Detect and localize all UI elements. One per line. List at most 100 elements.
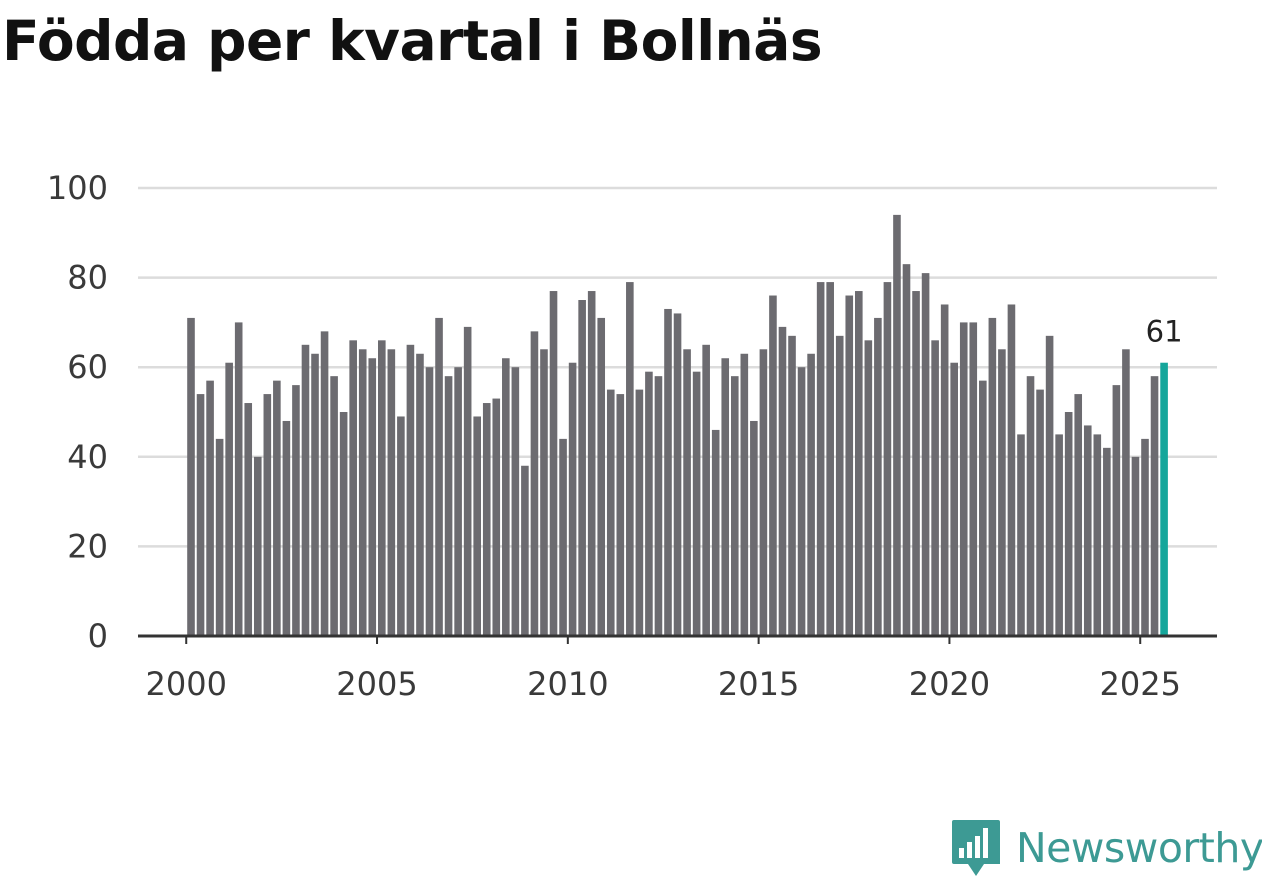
bar-2000-q1: [187, 317, 195, 636]
bar-2010-q2: [578, 300, 586, 636]
bar-2025-q1: [1141, 438, 1149, 636]
bar-2003-q3: [320, 331, 329, 636]
bar-2012-q3: [664, 308, 672, 636]
bar-2002-q2: [273, 380, 281, 636]
bar-2001-q4: [253, 456, 262, 636]
bar-2012-q4: [673, 313, 682, 636]
y-tick-label-60: 60: [67, 348, 108, 386]
bar-2017-q4: [864, 340, 873, 636]
bar-2002-q4: [292, 385, 300, 636]
newsworthy-logo-icon: [952, 820, 1000, 876]
bar-2018-q1: [874, 317, 882, 636]
bar-2008-q1: [492, 398, 501, 636]
bar-2022-q4: [1055, 434, 1063, 636]
bar-2004-q2: [349, 340, 357, 636]
bar-2010-q4: [597, 317, 606, 636]
last-value-label: 61: [1146, 315, 1183, 349]
bar-2024-q3: [1122, 349, 1130, 636]
bar-2016-q2: [807, 353, 815, 636]
bar-2008-q4: [521, 465, 529, 636]
bar-2014-q3: [740, 353, 749, 636]
data-labels: 61: [1146, 315, 1183, 349]
y-tick-label-80: 80: [67, 259, 108, 297]
bar-2009-q1: [530, 331, 539, 636]
bar-2021-q2: [998, 349, 1006, 636]
x-tick-label-2000: 2000: [146, 665, 227, 703]
bar-2004-q4: [368, 358, 377, 636]
y-tick-label-20: 20: [67, 527, 108, 565]
bar-2003-q4: [330, 376, 338, 636]
bar-2021-q4: [1017, 434, 1025, 636]
bar-2019-q2: [921, 273, 930, 636]
bar-2005-q2: [387, 349, 396, 636]
bar-2020-q4: [979, 380, 987, 636]
bar-2006-q1: [416, 353, 424, 636]
bar-2014-q4: [750, 420, 758, 636]
bar-2006-q4: [444, 376, 453, 636]
bar-2002-q1: [263, 394, 272, 636]
x-tick-label-2020: 2020: [909, 665, 990, 703]
bar-2001-q3: [244, 403, 253, 636]
bar-2009-q2: [540, 349, 548, 636]
bar-2020-q3: [969, 322, 978, 636]
bar-2011-q2: [616, 394, 625, 636]
x-tick-label-2015: 2015: [718, 665, 799, 703]
x-axis-ticks: 2000 2005 2010 2015 2020 2025: [146, 636, 1181, 703]
bar-2025-q2: [1150, 376, 1159, 636]
bar-2014-q1: [721, 358, 730, 636]
bar-2016-q1: [797, 367, 806, 636]
bar-2013-q1: [683, 349, 691, 636]
bar-2005-q1: [378, 340, 386, 636]
bar-2017-q1: [835, 335, 844, 636]
newsworthy-logo: Newsworthy: [950, 818, 1262, 878]
bar-2000-q4: [215, 438, 224, 636]
y-tick-label-0: 0: [88, 617, 108, 655]
bar-2024-q2: [1112, 385, 1121, 636]
bar-2017-q3: [855, 291, 863, 636]
bar-2005-q4: [406, 344, 415, 636]
bar-2010-q3: [587, 291, 596, 636]
bar-2004-q1: [339, 412, 348, 636]
bar-2013-q2: [692, 371, 701, 636]
x-tick-label-2010: 2010: [527, 665, 608, 703]
bar-2020-q2: [959, 322, 968, 636]
y-tick-label-40: 40: [67, 438, 108, 476]
bar-2015-q4: [788, 335, 796, 636]
bar-2022-q3: [1045, 335, 1054, 636]
bars: [187, 214, 1168, 636]
bar-2009-q4: [559, 438, 567, 636]
bar-2018-q4: [902, 264, 911, 636]
bar-2022-q1: [1026, 376, 1035, 636]
bar-2011-q4: [635, 389, 644, 636]
bar-2000-q2: [196, 394, 205, 636]
bar-2016-q3: [816, 282, 825, 636]
chart-title: Födda per kvartal i Bollnäs: [2, 9, 823, 73]
bar-2018-q2: [883, 282, 892, 636]
bar-2018-q3: [893, 214, 901, 636]
bar-2012-q2: [654, 376, 663, 636]
x-tick-label-2005: 2005: [336, 665, 417, 703]
bar-2015-q1: [759, 349, 768, 636]
y-tick-label-100: 100: [47, 169, 108, 207]
bar-2019-q3: [931, 340, 939, 636]
bar-2007-q4: [482, 403, 491, 636]
bar-2008-q3: [511, 367, 520, 636]
bar-2019-q1: [912, 291, 920, 636]
bar-2013-q3: [702, 344, 710, 636]
bar-2014-q2: [730, 376, 739, 636]
bar-2021-q1: [988, 317, 997, 636]
bar-2006-q3: [435, 317, 443, 636]
bar-2023-q2: [1074, 394, 1083, 636]
bar-2007-q3: [473, 416, 481, 636]
bar-2012-q1: [645, 371, 653, 636]
y-axis-ticks: 0 20 40 60 80 100: [47, 169, 108, 655]
bar-2025-q3: [1160, 362, 1168, 636]
bar-2021-q3: [1007, 304, 1016, 636]
bar-2020-q1: [950, 362, 958, 636]
bar-2000-q3: [206, 380, 214, 636]
x-tick-label-2025: 2025: [1100, 665, 1181, 703]
bar-2019-q4: [940, 304, 949, 636]
bar-2023-q1: [1064, 412, 1073, 636]
bar-2023-q4: [1093, 434, 1102, 636]
